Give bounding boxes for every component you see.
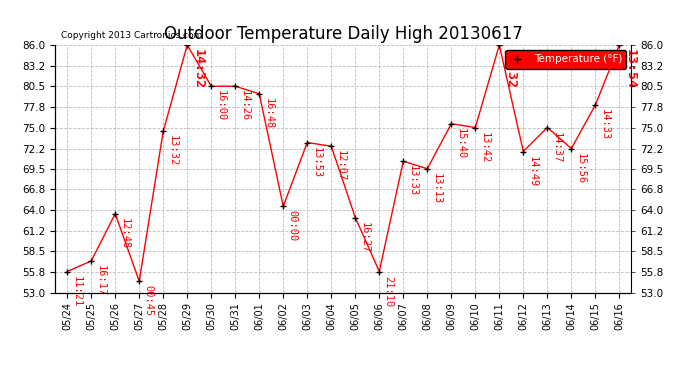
Text: 13:53: 13:53 (311, 147, 322, 178)
Text: 00:45: 00:45 (144, 285, 153, 316)
Text: 00:00: 00:00 (288, 210, 297, 242)
Text: Copyright 2013 Cartronics.com: Copyright 2013 Cartronics.com (61, 31, 202, 40)
Text: 16:32: 16:32 (504, 49, 517, 89)
Title: Outdoor Temperature Daily High 20130617: Outdoor Temperature Daily High 20130617 (164, 26, 522, 44)
Text: 14:33: 14:33 (600, 109, 609, 140)
Text: 13:32: 13:32 (168, 135, 177, 166)
Text: 14:32: 14:32 (191, 49, 204, 89)
Text: 14:37: 14:37 (551, 132, 562, 163)
Text: 12:48: 12:48 (119, 218, 130, 249)
Text: 14:49: 14:49 (527, 156, 538, 187)
Text: 13:42: 13:42 (480, 132, 489, 163)
Text: 14:26: 14:26 (239, 90, 249, 122)
Text: 16:17: 16:17 (95, 265, 106, 296)
Text: 16:00: 16:00 (215, 90, 226, 122)
Text: 13:33: 13:33 (408, 165, 417, 196)
Legend: Temperature (°F): Temperature (°F) (506, 50, 626, 69)
Text: 15:56: 15:56 (575, 153, 586, 184)
Text: 21:10: 21:10 (384, 276, 393, 307)
Text: 16:48: 16:48 (264, 98, 273, 129)
Text: 16:27: 16:27 (359, 222, 369, 253)
Text: 15:40: 15:40 (455, 128, 466, 159)
Text: 13:13: 13:13 (431, 173, 442, 204)
Text: 11:21: 11:21 (71, 276, 81, 307)
Text: 13:54: 13:54 (624, 49, 636, 89)
Text: 12:07: 12:07 (335, 150, 346, 182)
